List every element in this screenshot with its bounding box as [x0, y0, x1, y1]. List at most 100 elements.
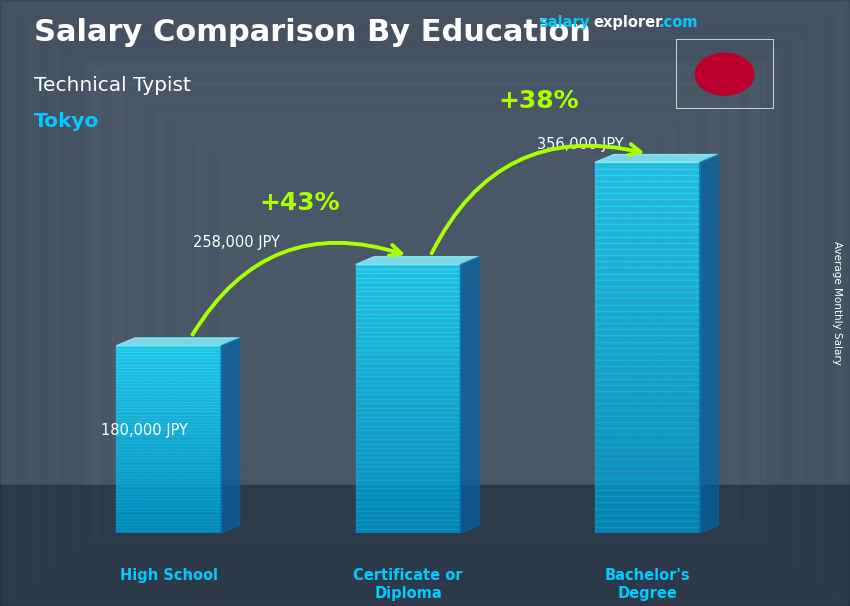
Bar: [355, 291, 461, 296]
Bar: [355, 430, 461, 435]
Bar: [116, 461, 221, 465]
Bar: [595, 471, 700, 478]
Bar: [116, 442, 221, 446]
Bar: [116, 505, 221, 508]
Bar: [355, 404, 461, 408]
Bar: [355, 331, 461, 336]
Bar: [355, 475, 461, 479]
Bar: [355, 296, 461, 301]
Bar: [355, 327, 461, 331]
Bar: [595, 187, 700, 193]
Bar: [116, 387, 221, 390]
Bar: [595, 367, 700, 373]
Bar: [404, 288, 446, 318]
Bar: [355, 359, 461, 363]
Bar: [355, 484, 461, 488]
Bar: [595, 274, 700, 280]
Bar: [116, 518, 221, 521]
Text: salary: salary: [540, 15, 590, 30]
Bar: [595, 398, 700, 404]
Bar: [595, 230, 700, 236]
Bar: [595, 249, 700, 255]
Bar: [595, 224, 700, 230]
Bar: [106, 76, 744, 530]
Bar: [116, 380, 221, 383]
Bar: [255, 182, 595, 424]
Bar: [355, 309, 461, 314]
Bar: [595, 342, 700, 348]
Bar: [116, 474, 221, 477]
Bar: [595, 502, 700, 508]
Bar: [595, 514, 700, 521]
Bar: [355, 376, 461, 381]
Bar: [116, 396, 221, 399]
Bar: [116, 365, 221, 368]
Bar: [595, 317, 700, 323]
Bar: [355, 524, 461, 529]
Bar: [298, 212, 552, 394]
Bar: [85, 61, 765, 545]
Polygon shape: [700, 155, 718, 533]
Bar: [355, 412, 461, 417]
Bar: [595, 280, 700, 286]
Bar: [116, 465, 221, 468]
Polygon shape: [221, 338, 240, 533]
Bar: [355, 417, 461, 421]
Bar: [355, 435, 461, 439]
Bar: [595, 391, 700, 398]
Bar: [116, 449, 221, 452]
Bar: [595, 205, 700, 212]
Bar: [595, 404, 700, 410]
Bar: [355, 511, 461, 515]
Text: 356,000 JPY: 356,000 JPY: [536, 138, 623, 153]
Bar: [116, 374, 221, 377]
Bar: [595, 168, 700, 175]
Bar: [355, 498, 461, 502]
Bar: [355, 395, 461, 399]
Text: .com: .com: [659, 15, 698, 30]
Bar: [355, 318, 461, 323]
Bar: [116, 418, 221, 421]
Bar: [191, 136, 659, 470]
Bar: [595, 292, 700, 298]
Bar: [340, 242, 510, 364]
Bar: [116, 433, 221, 436]
Bar: [355, 457, 461, 462]
Bar: [595, 490, 700, 496]
Bar: [355, 471, 461, 475]
Bar: [116, 458, 221, 461]
Bar: [355, 354, 461, 359]
Bar: [595, 527, 700, 533]
Bar: [212, 152, 638, 454]
Bar: [355, 466, 461, 471]
Bar: [116, 368, 221, 371]
Bar: [116, 446, 221, 449]
Bar: [355, 314, 461, 318]
Bar: [116, 408, 221, 411]
Bar: [595, 236, 700, 243]
Bar: [355, 444, 461, 448]
Bar: [355, 287, 461, 291]
Bar: [595, 428, 700, 435]
Text: Technical Typist: Technical Typist: [34, 76, 191, 95]
Bar: [355, 529, 461, 533]
Bar: [116, 390, 221, 393]
Bar: [355, 520, 461, 524]
Bar: [595, 193, 700, 199]
Bar: [116, 402, 221, 405]
Bar: [116, 455, 221, 458]
Bar: [355, 493, 461, 498]
Bar: [595, 323, 700, 329]
Bar: [595, 286, 700, 292]
Bar: [234, 167, 616, 439]
Bar: [116, 399, 221, 402]
Bar: [170, 121, 680, 485]
Bar: [595, 336, 700, 342]
Bar: [355, 264, 461, 269]
Bar: [116, 468, 221, 471]
Circle shape: [695, 53, 754, 95]
Bar: [595, 329, 700, 336]
Bar: [595, 447, 700, 453]
Polygon shape: [595, 155, 718, 162]
Bar: [355, 399, 461, 404]
